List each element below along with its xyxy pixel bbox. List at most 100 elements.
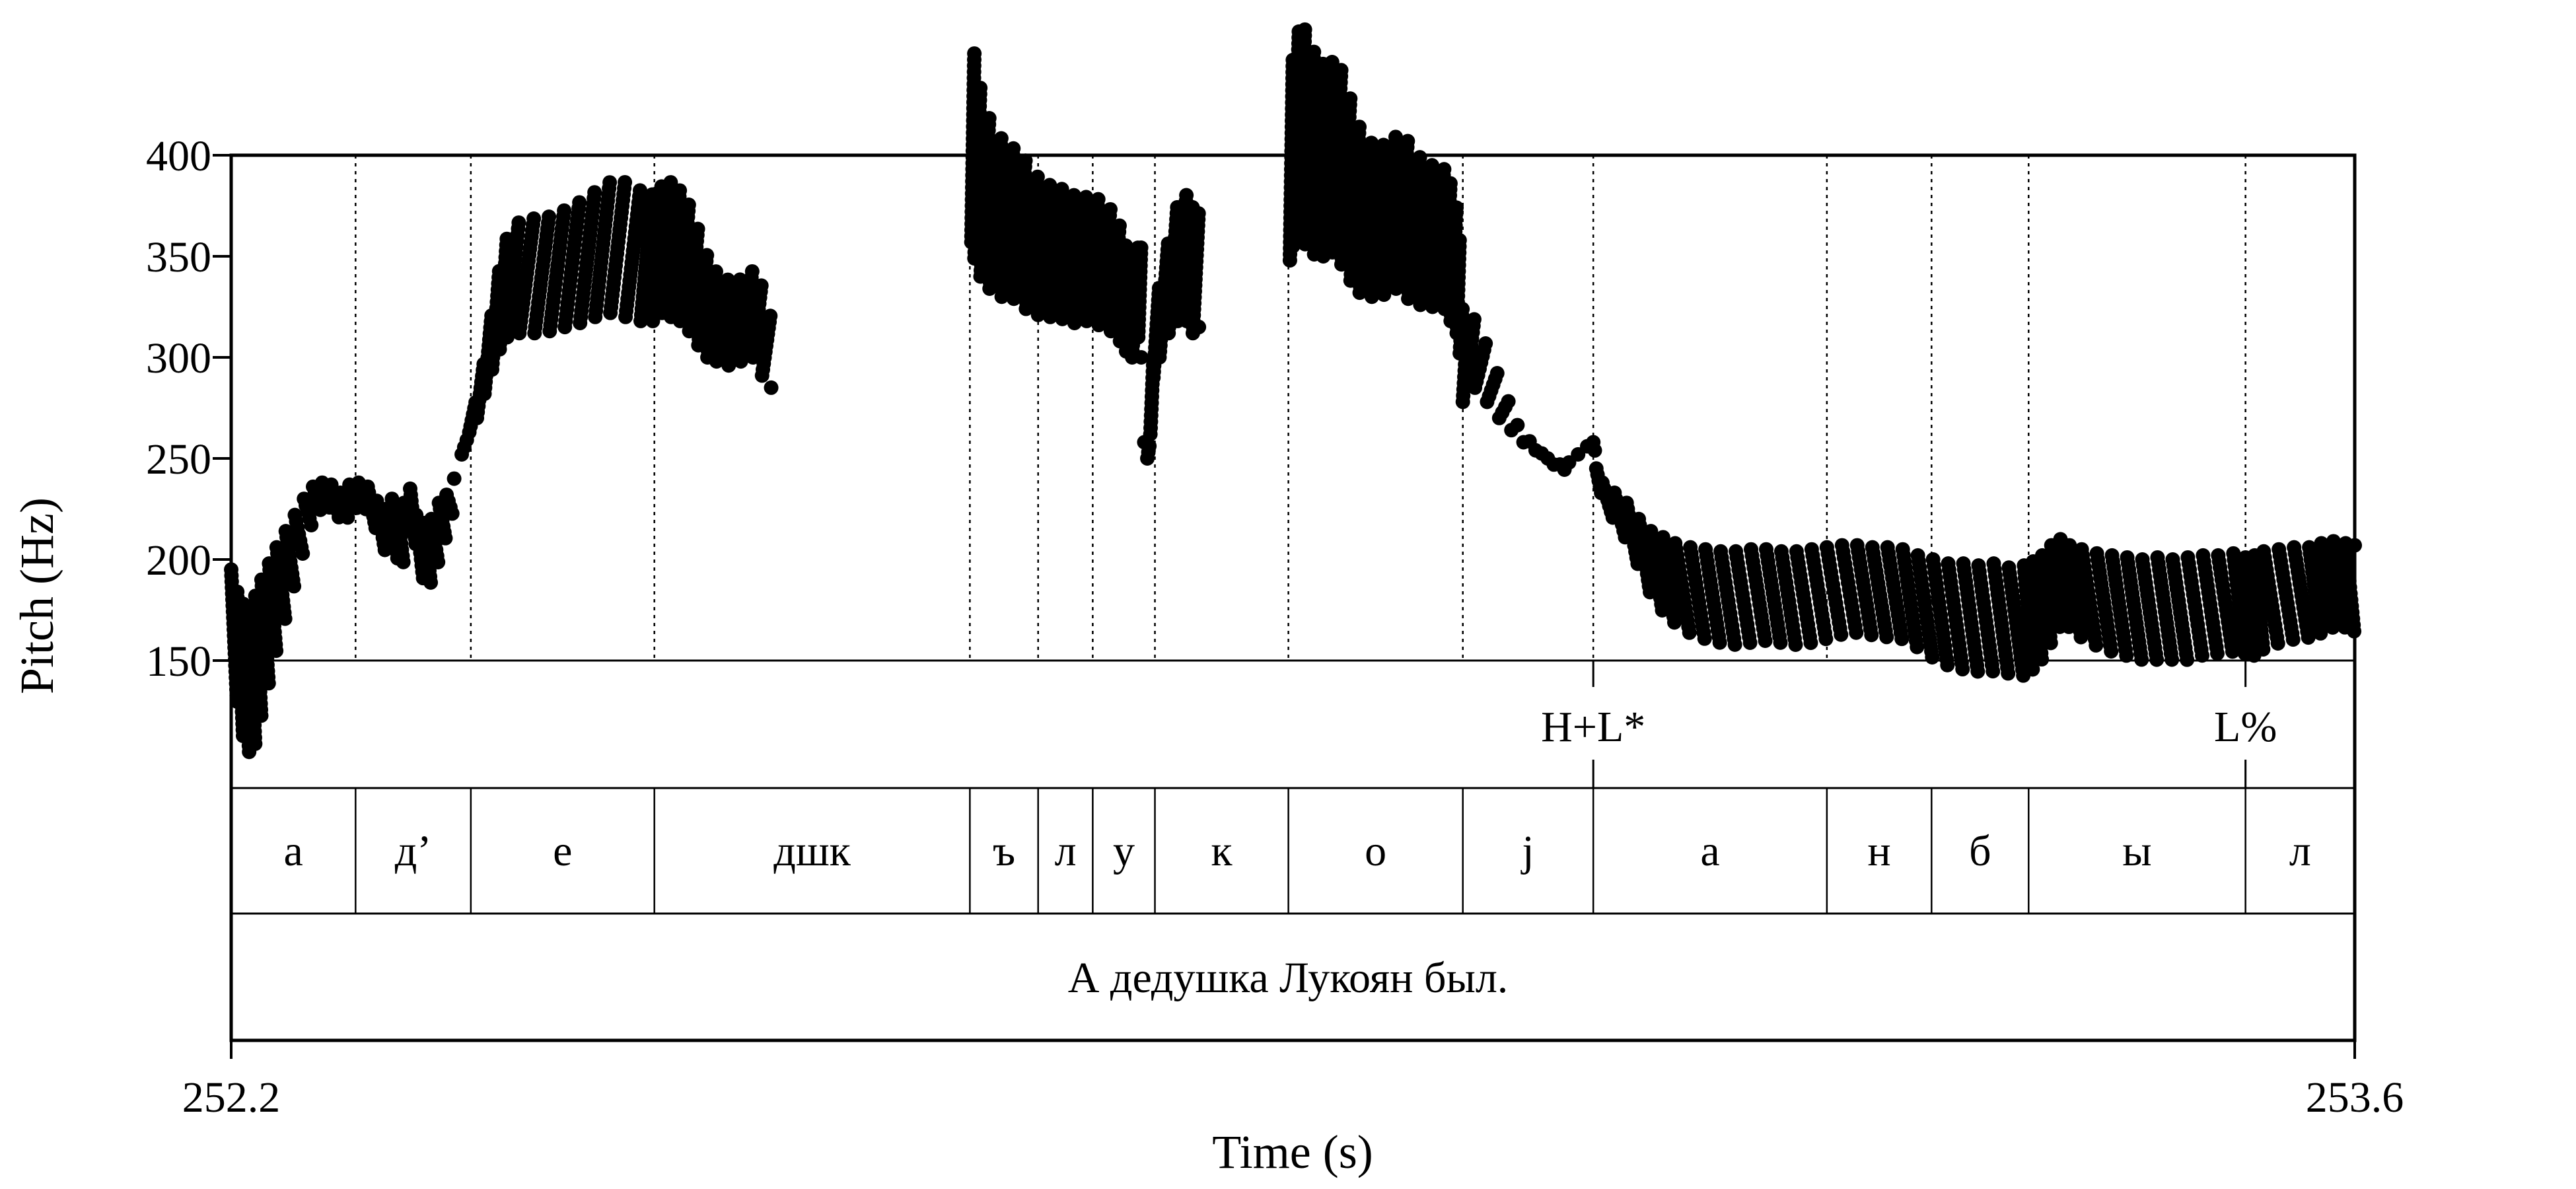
pitch-point bbox=[526, 211, 542, 226]
pitch-point bbox=[1066, 188, 1081, 203]
pitch-point bbox=[1803, 635, 1818, 651]
pitch-point bbox=[1727, 637, 1742, 652]
pitch-point bbox=[1742, 635, 1758, 651]
segment-label: д’ bbox=[395, 827, 432, 875]
pitch-point bbox=[763, 308, 778, 324]
segment-label: ъ bbox=[993, 827, 1015, 875]
plot-frames bbox=[229, 153, 2357, 1042]
pitch-point bbox=[1376, 137, 1391, 153]
segment-label: а bbox=[1700, 827, 1719, 875]
pitch-point bbox=[1455, 301, 1470, 316]
y-axis-label: Pitch (Hz) bbox=[11, 497, 63, 694]
y-tick-label: 250 bbox=[146, 435, 211, 484]
pitch-point bbox=[1179, 188, 1194, 203]
pitch-point bbox=[557, 203, 572, 218]
pitch-point bbox=[744, 264, 760, 279]
y-tick-label: 200 bbox=[146, 536, 211, 585]
tone-label: L% bbox=[2214, 703, 2277, 751]
segment-label: л bbox=[2289, 827, 2311, 875]
pitch-point bbox=[672, 183, 688, 198]
segment-label: н bbox=[1867, 827, 1890, 875]
pitch-point bbox=[754, 278, 769, 293]
pitch-point bbox=[1006, 141, 1021, 156]
pitch-point bbox=[1133, 240, 1149, 255]
pitch-points bbox=[224, 22, 2362, 760]
pitch-point bbox=[396, 554, 411, 569]
pitch-point bbox=[511, 215, 526, 231]
pitch-point bbox=[2001, 666, 2016, 681]
pitch-point bbox=[1352, 120, 1367, 135]
pitch-point bbox=[1489, 366, 1505, 381]
pitch-point bbox=[2225, 644, 2240, 659]
segment-label: е bbox=[553, 827, 572, 875]
pitch-point bbox=[2043, 635, 2058, 651]
pitch-point bbox=[1334, 63, 1349, 78]
y-tick-label: 350 bbox=[146, 233, 211, 281]
pitch-point bbox=[269, 643, 284, 659]
pitch-point bbox=[1682, 625, 1697, 640]
pitch-point bbox=[708, 264, 723, 279]
pitch-point bbox=[340, 510, 355, 525]
pitch-point bbox=[1103, 201, 1118, 217]
pitch-point bbox=[2025, 662, 2040, 677]
pitch-point bbox=[1666, 615, 1682, 630]
x-axis-label: Time (s) bbox=[1212, 1126, 1373, 1178]
pitch-point bbox=[1425, 158, 1440, 173]
outer-frame bbox=[229, 153, 2357, 1042]
pitch-point bbox=[1894, 631, 1910, 647]
pitch-point bbox=[1191, 206, 1206, 221]
pitch-point bbox=[304, 517, 319, 532]
pitch-point bbox=[1192, 320, 1207, 335]
pitch-point bbox=[2195, 648, 2210, 663]
pitch-point bbox=[2165, 652, 2180, 667]
pitch-point bbox=[2325, 620, 2340, 635]
pitch-point bbox=[1118, 238, 1133, 253]
pitch-point bbox=[699, 248, 715, 263]
pitch-point bbox=[1510, 417, 1525, 433]
pitch-point bbox=[447, 471, 462, 486]
pitch-point bbox=[1091, 192, 1106, 207]
pitch-point bbox=[2104, 643, 2119, 659]
pitch-point bbox=[2209, 646, 2225, 661]
segment-label: а bbox=[284, 827, 303, 875]
pitch-point bbox=[1054, 182, 1069, 197]
tone-label: H+L* bbox=[1541, 703, 1645, 751]
y-axis: 150 200 250 300 350 400 bbox=[146, 132, 231, 686]
pitch-point bbox=[1343, 91, 1358, 106]
pitch-point bbox=[2301, 630, 2316, 645]
pitch-point bbox=[1364, 135, 1379, 151]
pitch-point bbox=[2073, 630, 2089, 645]
pitch-point bbox=[1587, 443, 1602, 458]
pitch-point bbox=[1437, 162, 1452, 177]
pitch-point bbox=[1879, 630, 1894, 645]
pitch-point bbox=[1925, 649, 1940, 665]
sentence-tier: А дедушка Лукоян был. bbox=[1068, 954, 1509, 1002]
pitch-point bbox=[2285, 632, 2301, 647]
pitch-point bbox=[587, 185, 602, 200]
pitch-point bbox=[1478, 336, 1493, 351]
pitch-point bbox=[1955, 662, 1970, 677]
pitch-point bbox=[1970, 664, 1986, 679]
pitch-point bbox=[1400, 133, 1415, 149]
pitch-point bbox=[1142, 439, 1157, 454]
pitch-point bbox=[2313, 626, 2328, 641]
pitch-point bbox=[618, 174, 633, 190]
tone-tier: H+L* L% bbox=[1541, 661, 2277, 788]
pitch-point bbox=[993, 131, 1009, 146]
pitch-point bbox=[1079, 190, 1094, 205]
pitch-point bbox=[295, 546, 310, 561]
pitch-point bbox=[2034, 652, 2050, 667]
pitch-point bbox=[1306, 44, 1322, 59]
pitch-point bbox=[1712, 635, 1727, 650]
segment-label: дшк bbox=[773, 827, 851, 875]
pitch-point bbox=[1452, 233, 1467, 248]
pitch-point bbox=[764, 380, 779, 395]
pitch-point bbox=[248, 736, 263, 751]
pitch-point bbox=[1773, 635, 1788, 650]
pitch-point bbox=[1986, 664, 2001, 679]
y-tick-label: 300 bbox=[146, 334, 211, 382]
pitch-point bbox=[261, 676, 276, 691]
segment-label: л bbox=[1055, 827, 1077, 875]
pitch-point bbox=[681, 198, 696, 213]
